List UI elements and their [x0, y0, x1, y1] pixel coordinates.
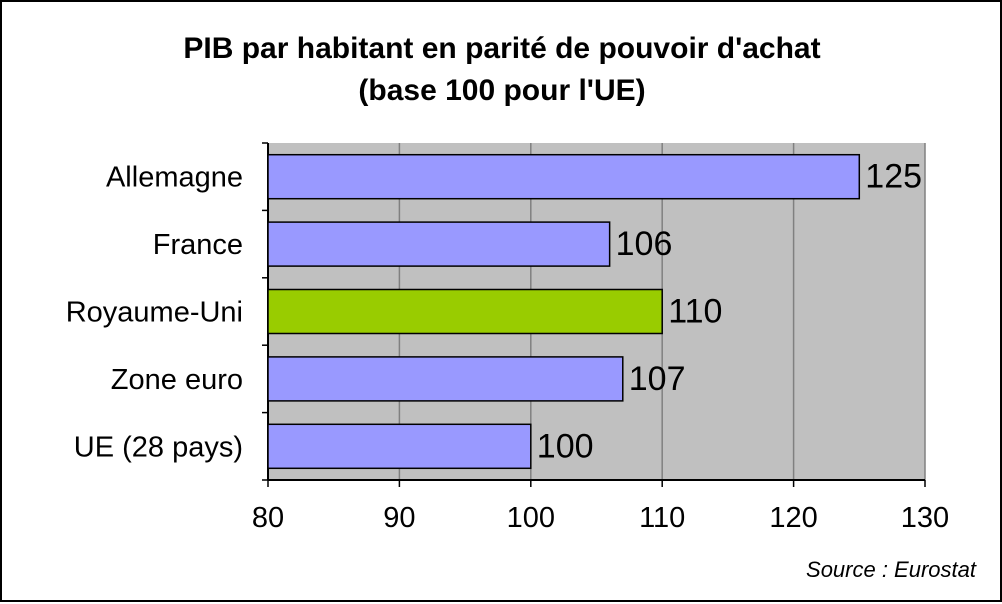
value-label: 125: [865, 158, 922, 196]
category-label: UE (28 pays): [74, 431, 243, 463]
bar: [267, 288, 663, 335]
chart-title: PIB par habitant en parité de pouvoir d'…: [2, 28, 1002, 112]
source-note: Source : Eurostat: [806, 557, 976, 582]
x-tick-label: 90: [383, 502, 415, 534]
category-label: Zone euro: [111, 364, 243, 396]
chart-title-line-1: PIB par habitant en parité de pouvoir d'…: [183, 32, 821, 65]
category-label: Allemagne: [106, 162, 243, 194]
x-tick-label: 120: [769, 502, 817, 534]
value-label: 100: [537, 427, 594, 465]
bar: [267, 356, 624, 402]
chart-title-line-2: (base 100 pour l'UE): [358, 74, 646, 107]
x-tick-label: 130: [901, 502, 949, 534]
category-label: France: [153, 229, 243, 261]
value-label: 106: [616, 225, 673, 263]
x-tick-label: 110: [639, 502, 685, 534]
value-label: 107: [629, 360, 686, 398]
x-tick-label: 80: [252, 502, 284, 534]
bar: [267, 221, 611, 267]
bar: [267, 153, 861, 200]
category-label: Royaume-Uni: [66, 297, 243, 329]
bar: [267, 423, 532, 470]
value-label: 110: [668, 293, 722, 331]
x-tick-label: 100: [507, 502, 555, 534]
